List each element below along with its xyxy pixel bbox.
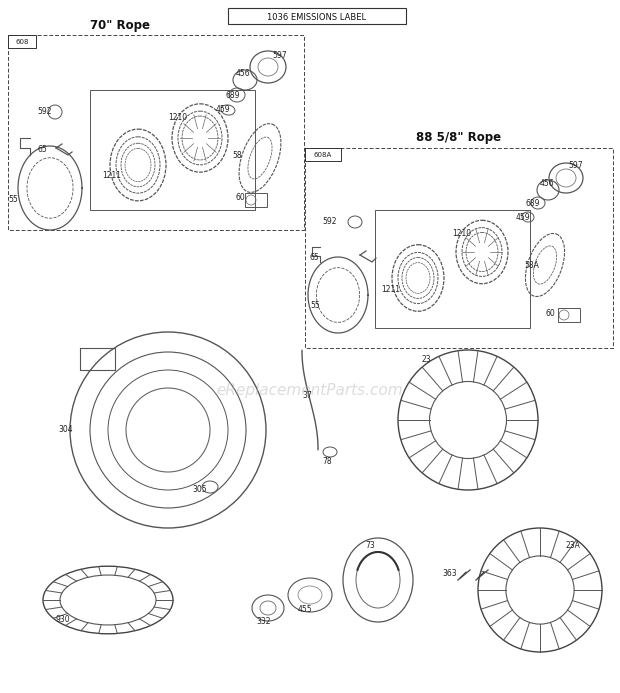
Text: 592: 592 <box>37 107 51 116</box>
Text: 55: 55 <box>8 195 18 204</box>
Text: 23: 23 <box>422 356 432 365</box>
Text: 1211: 1211 <box>381 286 400 295</box>
Text: 1210: 1210 <box>168 114 187 123</box>
Text: 456: 456 <box>540 179 555 188</box>
Text: 65: 65 <box>37 146 46 155</box>
Text: 456: 456 <box>236 69 250 78</box>
Text: 304: 304 <box>58 426 73 435</box>
Text: 78: 78 <box>322 457 332 466</box>
Text: 65: 65 <box>310 254 320 263</box>
Text: 597: 597 <box>272 51 286 60</box>
Text: 459: 459 <box>516 213 531 222</box>
Text: 73: 73 <box>365 541 374 550</box>
Text: 592: 592 <box>322 218 337 227</box>
Text: 608: 608 <box>16 39 29 45</box>
Text: 608A: 608A <box>314 152 332 158</box>
Text: 55: 55 <box>310 301 320 310</box>
Text: 455: 455 <box>298 606 312 615</box>
Text: 689: 689 <box>526 198 541 207</box>
Text: 1211: 1211 <box>102 170 121 179</box>
Text: eReplacementParts.com: eReplacementParts.com <box>216 383 404 398</box>
Text: 1036 EMISSIONS LABEL: 1036 EMISSIONS LABEL <box>267 12 366 21</box>
Text: 58A: 58A <box>524 261 539 270</box>
Text: 332: 332 <box>256 617 270 626</box>
Text: 930: 930 <box>55 615 69 624</box>
Text: 70" Rope: 70" Rope <box>91 19 151 31</box>
Text: 459: 459 <box>216 105 231 114</box>
Text: 363: 363 <box>442 568 456 577</box>
Text: 305: 305 <box>192 486 206 495</box>
Text: 37: 37 <box>302 390 312 399</box>
Text: 23A: 23A <box>565 541 580 550</box>
Text: 597: 597 <box>568 161 583 170</box>
Text: 689: 689 <box>226 91 241 100</box>
Text: 88 5/8" Rope: 88 5/8" Rope <box>417 132 502 145</box>
Text: 60: 60 <box>235 193 245 202</box>
Text: 58: 58 <box>232 150 242 159</box>
Text: 60: 60 <box>546 310 556 319</box>
Text: 1210: 1210 <box>452 229 471 238</box>
